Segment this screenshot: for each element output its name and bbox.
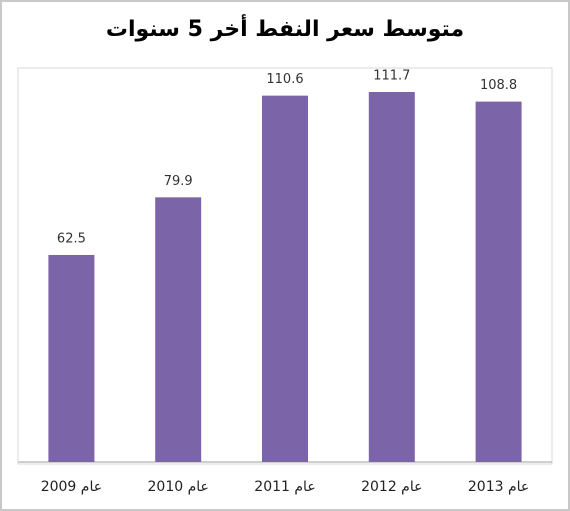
bar <box>368 92 415 462</box>
x-tick-label: عام 2011 <box>254 479 315 495</box>
bar <box>48 254 95 462</box>
data-label: 62.5 <box>57 231 86 246</box>
data-label: 79.9 <box>164 174 193 189</box>
bar <box>262 95 308 463</box>
data-label: 111.7 <box>373 69 410 84</box>
x-tick-label: عام 2010 <box>148 479 209 495</box>
bar <box>155 197 202 462</box>
data-label: 108.8 <box>480 78 517 93</box>
x-tick-label: عام 2013 <box>468 479 529 495</box>
data-label: 110.6 <box>266 72 303 87</box>
x-tick-label: عام 2009 <box>41 479 102 495</box>
x-tick-label: عام 2012 <box>361 479 422 495</box>
bar <box>475 101 522 463</box>
chart-title: متوسط سعر النفط أخر 5 سنوات <box>106 13 464 42</box>
